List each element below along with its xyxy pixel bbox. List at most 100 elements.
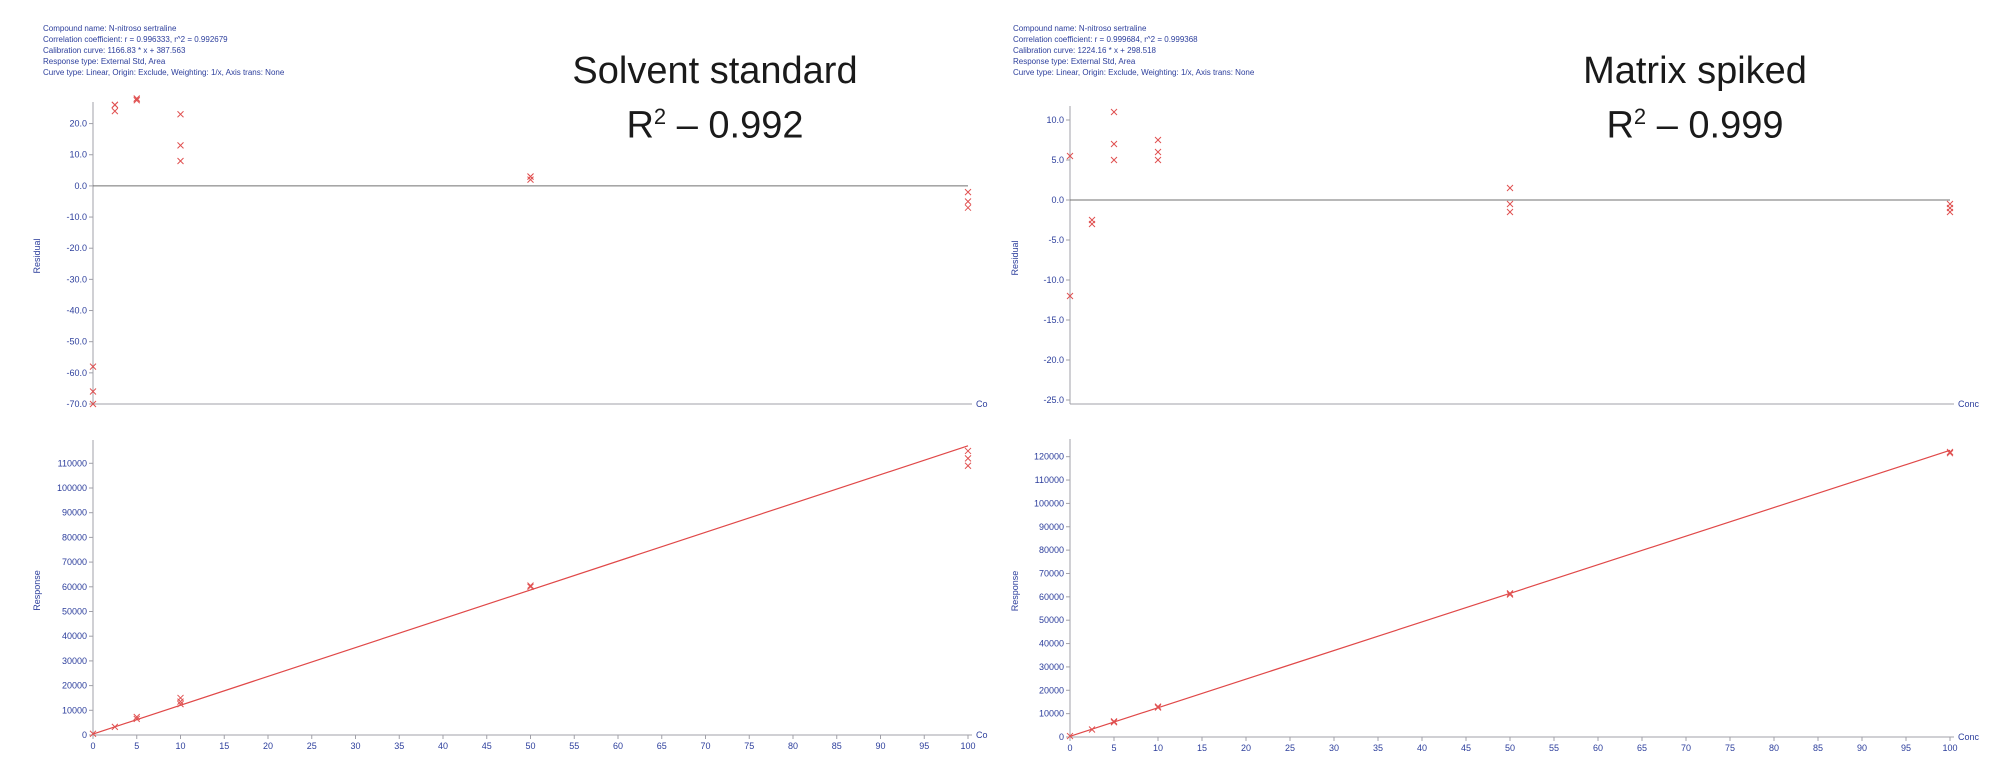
data-point-stroke [1088, 220, 1096, 228]
data-point [1066, 292, 1074, 300]
data-point [1506, 200, 1514, 208]
x-tick-label: 85 [1813, 743, 1823, 753]
data-point [1110, 140, 1118, 148]
data-point [89, 400, 97, 408]
data-point-stroke [1154, 156, 1162, 164]
data-point [111, 107, 119, 115]
data-point [177, 700, 184, 708]
data-point-stroke [89, 388, 97, 395]
x-tick-label: 100 [1942, 743, 1957, 753]
data-point-stroke [1066, 732, 1074, 740]
x-tick-label: 60 [1593, 743, 1603, 753]
y-tick-label: 30000 [1039, 662, 1064, 672]
y-tick-label: 120000 [1034, 452, 1064, 462]
residual-plot: 10.0 5.0 0.0 -5.0 -10.0 -15.0 -20.0 -25.0 Residu… [1010, 106, 1980, 409]
data-point [527, 582, 534, 589]
data-point [527, 583, 534, 591]
r-squared-value: – 0.999 [1656, 104, 1784, 147]
data-point-stroke [1154, 148, 1162, 156]
x-tick-label: 50 [525, 741, 535, 751]
x-tick-label: 75 [744, 741, 754, 751]
y-tick-label: 10.0 [1046, 115, 1064, 125]
data-point [1088, 726, 1096, 733]
data-point [1946, 449, 1954, 457]
data-point-stroke [1506, 208, 1514, 216]
x-tick-label: 40 [438, 741, 448, 751]
x-tick-label: 20 [1241, 743, 1251, 753]
solvent-standard-panel: Compound name: N-nitroso sertraline Corr… [32, 23, 988, 751]
data-point-stroke [527, 582, 534, 589]
data-point-stroke [527, 583, 534, 591]
data-point-stroke [964, 447, 972, 455]
x-tick-label: 10 [1153, 743, 1163, 753]
data-point-stroke [1088, 726, 1096, 733]
data-point [111, 101, 119, 109]
data-point [1066, 152, 1074, 160]
x-tick-label: 90 [1857, 743, 1867, 753]
x-tick-label: 50 [1505, 743, 1515, 753]
y-tick-label: 5.0 [1051, 155, 1064, 165]
data-point [1506, 589, 1514, 597]
data-point [1506, 184, 1514, 192]
r-squared-value: – 0.992 [676, 104, 804, 147]
data-point-stroke [89, 400, 97, 408]
correlation-coefficient: Correlation coefficient: r = 0.999684, r… [1013, 35, 1198, 44]
x-tick-label: 35 [1373, 743, 1383, 753]
data-point-stroke [1506, 200, 1514, 208]
response-type: Response type: External Std, Area [1013, 57, 1136, 66]
data-point-stroke [1110, 718, 1118, 726]
data-point-stroke [1110, 140, 1118, 148]
data-point-stroke [177, 700, 184, 708]
data-point [1154, 156, 1162, 164]
x-tick-label: 65 [657, 741, 667, 751]
y-tick-label: -10.0 [1043, 275, 1064, 285]
data-point [1154, 703, 1162, 710]
y-tick-label: 90000 [62, 508, 87, 518]
y-tick-label: 0.0 [74, 181, 87, 191]
x-tick-label: 5 [134, 741, 139, 751]
data-point [1154, 148, 1162, 156]
y-tick-label: 110000 [58, 458, 87, 468]
data-point-stroke [1066, 152, 1074, 160]
correlation-coefficient: Correlation coefficient: r = 0.996333, r… [43, 35, 228, 44]
info-block: Compound name: N-nitroso sertraline Corr… [43, 23, 284, 78]
y-tick-label: -30.0 [66, 274, 87, 284]
data-point-stroke [1110, 156, 1118, 164]
data-point [89, 363, 97, 370]
y-tick-label: 20000 [1039, 685, 1064, 695]
y-tick-label: 100000 [1034, 498, 1064, 508]
y-tick-label: -50.0 [66, 337, 87, 347]
data-point [964, 462, 972, 470]
data-point [1946, 448, 1954, 456]
y-tick-label: 90000 [1039, 522, 1064, 532]
y-tick-label: 40000 [1039, 639, 1064, 649]
y-tick-label: 0 [82, 730, 87, 740]
x-tick-label: 15 [1197, 743, 1207, 753]
y-tick-label: 30000 [62, 656, 87, 666]
data-point [1154, 136, 1162, 144]
y-tick-label: 50000 [62, 606, 87, 616]
data-point [1110, 717, 1118, 725]
data-point-stroke [1154, 136, 1162, 144]
x-axis-label: Co [976, 730, 988, 740]
data-point-stroke [89, 363, 97, 370]
x-tick-label: 45 [1461, 743, 1471, 753]
matrix-spiked-panel: Compound name: N-nitroso sertraline Corr… [1000, 0, 2000, 779]
y-tick-label: 80000 [62, 532, 87, 542]
y-tick-label: -10.0 [66, 212, 87, 222]
data-point-stroke [964, 454, 972, 462]
y-tick-label: 0.0 [1051, 195, 1064, 205]
data-point-stroke [111, 107, 119, 115]
panel-heading: Solvent standard R2 – 0.992 [535, 48, 895, 149]
data-point-stroke [964, 188, 972, 196]
data-point [1066, 732, 1074, 740]
response-type: Response type: External Std, Area [43, 57, 166, 66]
data-point-stroke [527, 173, 534, 180]
data-point [1088, 220, 1096, 228]
y-tick-label: 60000 [62, 582, 87, 592]
x-tick-label: 20 [263, 741, 273, 751]
y-tick-label: -25.0 [1043, 395, 1064, 405]
data-point [133, 95, 141, 103]
data-point [1946, 208, 1954, 216]
y-tick-label: -20.0 [1043, 355, 1064, 365]
